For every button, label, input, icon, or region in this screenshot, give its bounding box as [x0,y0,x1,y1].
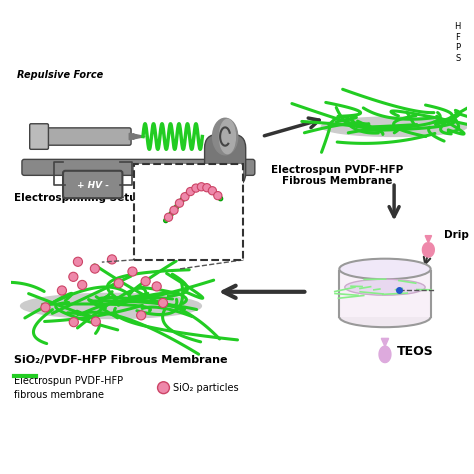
FancyBboxPatch shape [30,124,48,149]
Polygon shape [379,346,391,363]
Ellipse shape [212,118,237,155]
Circle shape [164,213,173,221]
Text: Repulsive Force: Repulsive Force [18,70,104,80]
Circle shape [214,191,222,200]
Bar [339,267,431,317]
Circle shape [157,382,169,393]
Text: Electrospun PVDF-HFP
Fibrous Membrane: Electrospun PVDF-HFP Fibrous Membrane [271,164,403,186]
Circle shape [41,303,50,312]
FancyBboxPatch shape [63,171,122,198]
Polygon shape [381,338,389,346]
Circle shape [192,184,200,192]
Circle shape [197,182,206,191]
Circle shape [114,279,123,288]
Circle shape [91,317,100,326]
Polygon shape [129,133,145,140]
Text: TEOS: TEOS [396,345,433,358]
Ellipse shape [345,279,425,295]
Circle shape [57,286,66,295]
Circle shape [186,187,194,196]
Text: SiO₂/PVDF-HFP Fibrous Membrane: SiO₂/PVDF-HFP Fibrous Membrane [14,356,228,365]
Text: Drip: Drip [444,230,469,240]
Ellipse shape [219,119,236,154]
Circle shape [158,298,167,308]
Circle shape [141,277,150,286]
FancyBboxPatch shape [205,134,246,187]
Text: SiO₂ particles: SiO₂ particles [173,383,238,392]
Text: Electrospun PVDF-HFP: Electrospun PVDF-HFP [14,376,123,386]
Circle shape [170,206,178,214]
Ellipse shape [20,293,201,319]
Circle shape [175,199,183,207]
FancyBboxPatch shape [22,159,255,175]
Circle shape [69,272,78,282]
Ellipse shape [339,259,431,279]
Circle shape [128,267,137,276]
FancyBboxPatch shape [45,128,131,145]
Circle shape [181,192,189,201]
Text: + HV -: + HV - [77,181,109,190]
Polygon shape [425,236,431,243]
Ellipse shape [321,117,467,137]
Text: H
F
P
S: H F P S [454,22,460,63]
Circle shape [137,311,146,320]
Circle shape [203,183,211,192]
Circle shape [69,318,78,327]
Text: Electrospinning Setup: Electrospinning Setup [14,193,144,203]
Polygon shape [422,243,434,257]
Circle shape [152,282,161,291]
Circle shape [91,264,100,273]
Circle shape [108,255,117,264]
Circle shape [73,257,82,266]
Ellipse shape [339,307,431,327]
Circle shape [78,281,87,290]
Text: fibrous membrane: fibrous membrane [14,390,104,400]
Circle shape [208,187,217,195]
Bar [134,164,244,260]
